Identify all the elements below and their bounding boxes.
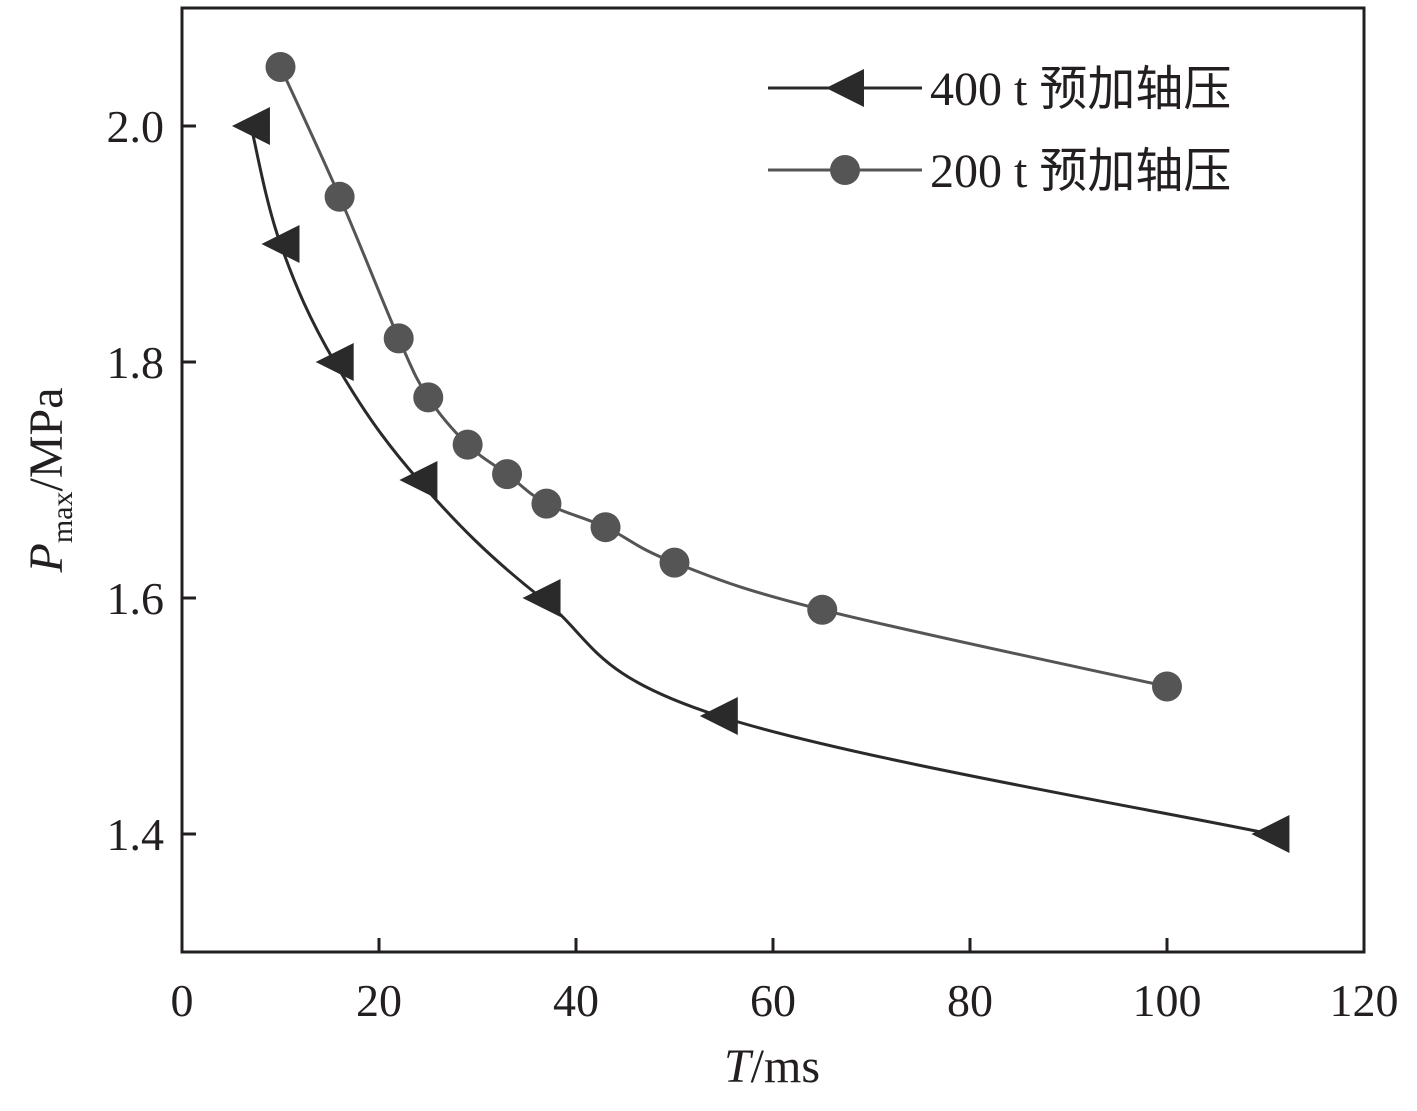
legend: 400 t 预加轴压 200 t 预加轴压 — [768, 63, 1231, 198]
x-axis: 0 20 40 60 80 100 120 — [171, 938, 1399, 1026]
x-axis-title: T/ms — [724, 1040, 820, 1093]
x-axis-variable: T — [724, 1040, 754, 1093]
y-tick-label: 1.4 — [107, 809, 165, 860]
y-axis-unit: /MPa — [20, 388, 73, 492]
data-point — [531, 488, 562, 519]
plot-area — [231, 52, 1290, 853]
legend-label: 200 t 预加轴压 — [930, 145, 1231, 198]
data-point — [261, 225, 300, 263]
y-axis-variable: P — [20, 543, 73, 573]
data-point — [1251, 815, 1290, 853]
data-point — [399, 461, 438, 499]
data-point — [265, 52, 296, 82]
data-point — [383, 323, 414, 354]
y-tick-label: 1.8 — [107, 337, 165, 388]
y-axis: 1.4 1.6 1.8 2.0 — [107, 101, 196, 860]
series-line — [249, 125, 1271, 836]
x-tick-label: 120 — [1330, 975, 1399, 1026]
data-point — [659, 547, 690, 578]
data-point — [590, 512, 621, 543]
x-tick-label: 20 — [356, 975, 402, 1026]
x-tick-label: 0 — [171, 975, 194, 1026]
series-1 — [265, 52, 1182, 702]
data-point — [315, 343, 354, 381]
x-tick-label: 80 — [947, 975, 993, 1026]
series-0 — [231, 107, 1290, 853]
data-point — [492, 459, 523, 490]
legend-marker — [830, 155, 860, 185]
data-point — [1152, 671, 1182, 702]
legend-label: 400 t 预加轴压 — [930, 63, 1231, 116]
x-tick-label: 60 — [750, 975, 796, 1026]
data-point — [522, 579, 561, 617]
x-tick-label: 100 — [1133, 975, 1202, 1026]
y-axis-subscript: max — [46, 492, 79, 544]
data-point — [413, 382, 444, 413]
legend-marker — [826, 69, 864, 107]
x-tick-label: 40 — [553, 975, 599, 1026]
data-point — [807, 594, 838, 625]
y-axis-title: Pmax/MPa — [20, 388, 79, 574]
legend-item: 400 t 预加轴压 — [768, 63, 1231, 116]
data-point — [452, 429, 483, 460]
y-tick-label: 2.0 — [107, 101, 165, 152]
data-point — [699, 697, 738, 735]
data-point — [324, 181, 355, 212]
data-point — [231, 107, 270, 145]
legend-item: 200 t 预加轴压 — [768, 145, 1231, 198]
x-axis-unit: /ms — [751, 1040, 820, 1093]
y-tick-label: 1.6 — [107, 573, 165, 624]
